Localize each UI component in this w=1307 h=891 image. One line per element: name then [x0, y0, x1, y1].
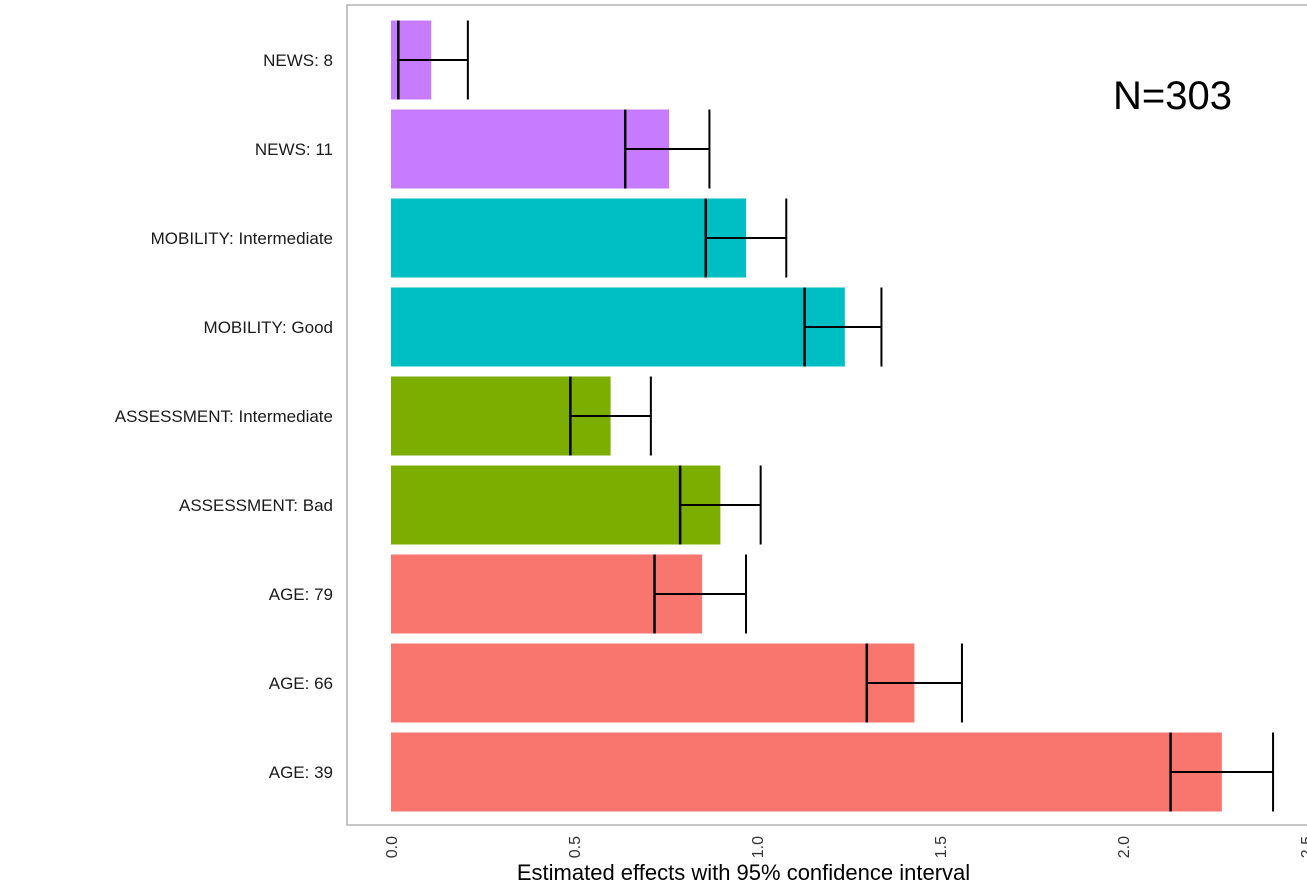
bar-mobility-intermediate [391, 198, 747, 278]
y-label-assessment-intermediate: ASSESSMENT: Intermediate [115, 407, 333, 426]
error-bar-mobility-good [803, 287, 883, 367]
error-bar-age-79 [653, 554, 748, 634]
x-tick-0-5: 0.5 [567, 836, 584, 858]
bar-age-79 [391, 554, 703, 634]
y-label-news-11: NEWS: 11 [255, 140, 333, 159]
x-tick-1-0: 1.0 [750, 836, 767, 858]
y-label-news-8: NEWS: 8 [263, 51, 333, 70]
error-bar-assessment-bad [678, 465, 762, 545]
y-label-mobility-intermediate: MOBILITY: Intermediate [151, 229, 333, 248]
y-label-mobility-good: MOBILITY: Good [204, 318, 333, 337]
y-label-age-79: AGE: 79 [269, 585, 333, 604]
x-tick-1-5: 1.5 [933, 836, 950, 858]
y-label-assessment-bad: ASSESSMENT: Bad [179, 496, 333, 515]
sample-size-annotation: N=303 [1113, 74, 1232, 118]
error-bar-assessment-intermediate [569, 376, 652, 456]
bar-age-39 [391, 732, 1222, 812]
errorbars-layer [397, 20, 1275, 812]
error-bar-age-66 [865, 643, 963, 723]
bar-news-11 [391, 109, 670, 189]
error-bar-news-11 [623, 109, 711, 189]
bar-age-66 [391, 643, 915, 723]
plot-panel-border [346, 4, 1307, 826]
y-label-age-39: AGE: 39 [269, 763, 333, 782]
bar-mobility-good [391, 287, 845, 367]
error-bar-age-39 [1169, 732, 1275, 812]
x-axis-title: Estimated effects with 95% confidence in… [516, 860, 971, 885]
error-bar-mobility-intermediate [704, 198, 788, 278]
error-bar-news-8 [397, 20, 469, 100]
x-tick-2-5: 2.5 [1299, 836, 1307, 858]
y-label-age-66: AGE: 66 [269, 674, 333, 693]
x-tick-0-0: 0.0 [384, 836, 401, 858]
bar-assessment-bad [391, 465, 721, 545]
x-axis-ticks: 0.0 0.5 1.0 1.5 2.0 2.5 [384, 836, 1307, 858]
x-tick-2-0: 2.0 [1116, 836, 1133, 858]
y-axis-labels: NEWS: 8 NEWS: 11 MOBILITY: Intermediate MOB… [115, 51, 333, 782]
bars-layer [391, 20, 1222, 812]
